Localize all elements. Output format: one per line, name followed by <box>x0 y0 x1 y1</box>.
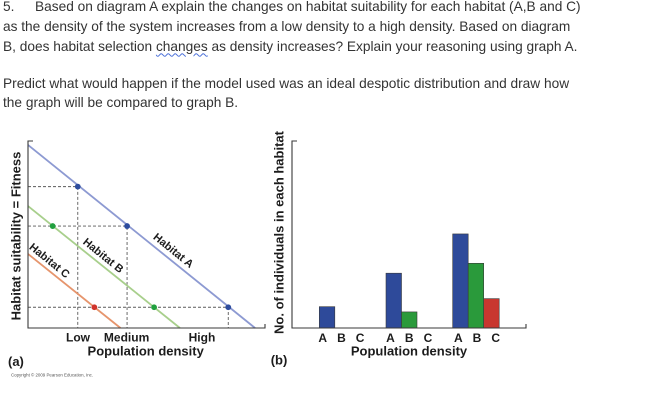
question-line-2: as the density of the system increases f… <box>3 18 571 34</box>
chart-a-panel-label: (a) <box>8 354 24 369</box>
guide-dashed-line <box>28 186 79 328</box>
chart-b-y-axis-label: No. of individuals in each habitat <box>272 130 287 334</box>
bar-habitat-b <box>467 262 485 329</box>
x-tick-label-habitat: C <box>424 331 433 345</box>
guide-dashed-line <box>28 225 128 328</box>
chart-a-y-axis-label: Habitat suitability = Fitness <box>9 152 24 321</box>
x-tick-label-habitat: B <box>473 331 482 345</box>
x-tick-label-habitat: A <box>454 331 463 345</box>
question-text: B, does habitat selection <box>3 38 156 54</box>
guide-dashed-line <box>28 306 229 328</box>
prompt-line-2: the graph will be compared to graph B. <box>3 94 239 110</box>
x-tick-label-high: High <box>189 331 216 345</box>
chart-a-x-tick-labels: Low Medium High <box>66 331 215 345</box>
chart-a-axes <box>27 140 266 329</box>
habitat-c-label: Habitat C <box>27 241 72 281</box>
question-line-1: 5. Based on diagram A explain the changes… <box>3 0 581 16</box>
data-point-marker <box>74 183 81 190</box>
data-point-marker <box>151 304 157 311</box>
chart-a-x-axis-label: Population density <box>88 344 205 359</box>
data-point-marker <box>49 223 56 229</box>
data-point-marker <box>91 304 98 311</box>
habitat-c-line <box>27 253 121 329</box>
x-tick-label-habitat: C <box>491 331 500 345</box>
prompt-line-1: Predict what would happen if the model u… <box>3 75 570 91</box>
habitat-a-label: Habitat A <box>151 231 196 270</box>
copyright-notice: Copyright © 2009 Pearson Education, Inc. <box>11 373 93 378</box>
chart-b-axes <box>291 140 527 329</box>
question-number: 5. <box>3 0 15 14</box>
x-tick-label-habitat: C <box>356 331 365 345</box>
x-tick-label-habitat: B <box>337 331 346 345</box>
data-point-marker <box>225 304 232 311</box>
bar-habitat-a <box>318 306 336 329</box>
bar-habitat-b <box>401 311 418 329</box>
chart-b-bars <box>318 233 500 329</box>
x-tick-label-habitat: A <box>386 331 395 345</box>
data-point-marker <box>124 223 130 229</box>
bar-habitat-a <box>385 272 402 329</box>
x-tick-label-medium: Medium <box>104 331 149 345</box>
question-text: as density increases? Explain your reaso… <box>207 38 578 54</box>
x-tick-label-habitat: B <box>405 331 414 345</box>
x-tick-label-low: Low <box>66 331 91 345</box>
habitat-a-line <box>27 144 256 329</box>
bar-habitat-c <box>483 298 500 329</box>
habitat-b-label: Habitat B <box>80 236 125 276</box>
question-text: Based on diagram A explain the changes o… <box>35 0 581 14</box>
x-tick-label-habitat: A <box>318 331 327 345</box>
chart-b-x-axis-label: Population density <box>351 344 468 359</box>
question-line-3: B, does habitat selection changes as den… <box>3 38 578 56</box>
bar-habitat-a <box>452 233 469 329</box>
spellcheck-flagged-word[interactable]: changes <box>155 38 208 54</box>
chart-b-panel-label: (b) <box>271 353 288 368</box>
